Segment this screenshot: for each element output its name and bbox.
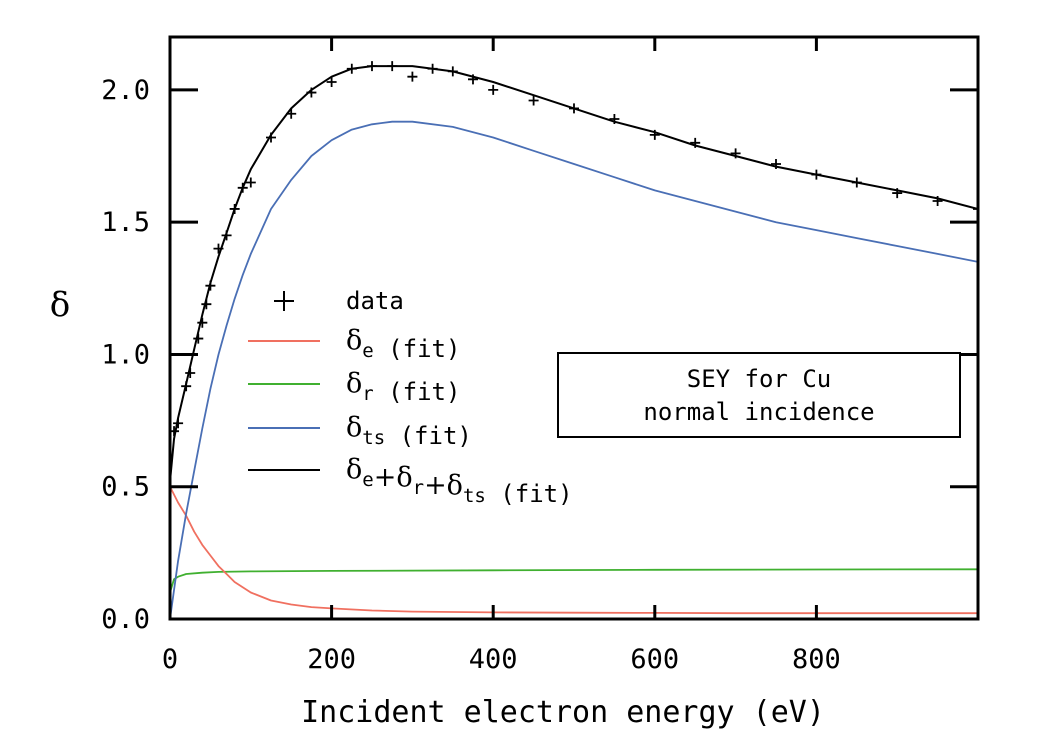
x-axis: 0 200 400 600 800 [162,37,841,675]
series-line-sum [170,65,978,482]
data-point [245,177,256,188]
data-point [185,367,196,378]
data-point [649,129,660,140]
data-point [237,182,248,193]
data-point [193,333,204,344]
data-point [528,95,539,106]
series-layer [170,61,978,619]
legend: data δe (fit) δr (fit) δts (fit) δe+δr+δts (… [248,287,573,508]
series-line-r [170,568,978,593]
annotation-line-2: normal incidence [643,398,874,426]
annotation-line-1: SEY for Cu [687,365,832,393]
y-axis-label: δ [50,285,70,325]
annotation-box: SEY for Cu normal incidence [557,352,961,438]
legend-label-e: δe (fit) [346,325,460,363]
y-tick-label: 1.0 [101,339,150,370]
legend-swatch-data [274,291,294,311]
data-point [201,299,212,310]
legend-label-ts: δts (fit) [346,412,472,450]
data-point [892,188,903,199]
data-point [229,203,240,214]
legend-item-e: δe (fit) [248,325,460,363]
data-point [205,280,216,291]
data-point [973,203,978,214]
data-point [213,243,224,254]
legend-item-data: data [274,287,404,315]
data-point [569,103,579,114]
data-point [326,76,337,87]
data-point [221,230,232,241]
x-tick-label: 200 [307,644,356,675]
data-point [197,317,208,328]
data-point [181,381,192,392]
data-point [367,61,377,72]
data-point [173,418,184,429]
series-points-data [170,61,978,437]
data-point [932,196,943,207]
legend-item-r: δr (fit) [248,368,460,406]
series-line-ts [170,120,978,619]
data-point [690,137,701,148]
x-axis-label: Incident electron energy (eV) [301,695,825,730]
data-point [811,169,822,180]
data-point [468,74,478,85]
data-point [730,148,741,159]
legend-item-ts: δts (fit) [248,412,472,450]
y-tick-label: 0.5 [101,472,150,503]
y-tick-label: 0.0 [101,604,150,635]
legend-label-r: δr (fit) [346,368,460,406]
data-point [387,61,398,72]
x-tick-label: 400 [469,644,518,675]
data-point [427,63,438,74]
y-axis: 0.0 0.5 1.0 1.5 2.0 [101,75,978,635]
x-tick-label: 600 [630,644,679,675]
y-tick-label: 2.0 [101,75,150,106]
x-tick-label: 0 [162,644,178,675]
y-tick-label: 1.5 [101,207,150,238]
data-point [346,63,357,74]
annotation-frame [557,352,961,438]
data-point [306,87,317,98]
data-point [266,132,276,143]
legend-label-data: data [346,287,404,315]
data-point [771,158,781,169]
data-point [286,108,297,119]
data-point [488,84,499,95]
x-tick-label: 800 [792,644,841,675]
data-point [609,114,620,125]
series-line-e [170,486,978,615]
plot-frame [168,35,980,621]
data-point [407,71,418,82]
legend-label-sum: δe+δr+δts (fit) [346,454,573,508]
data-point [851,177,862,188]
data-point [447,66,458,77]
legend-item-sum: δe+δr+δts (fit) [248,454,573,508]
